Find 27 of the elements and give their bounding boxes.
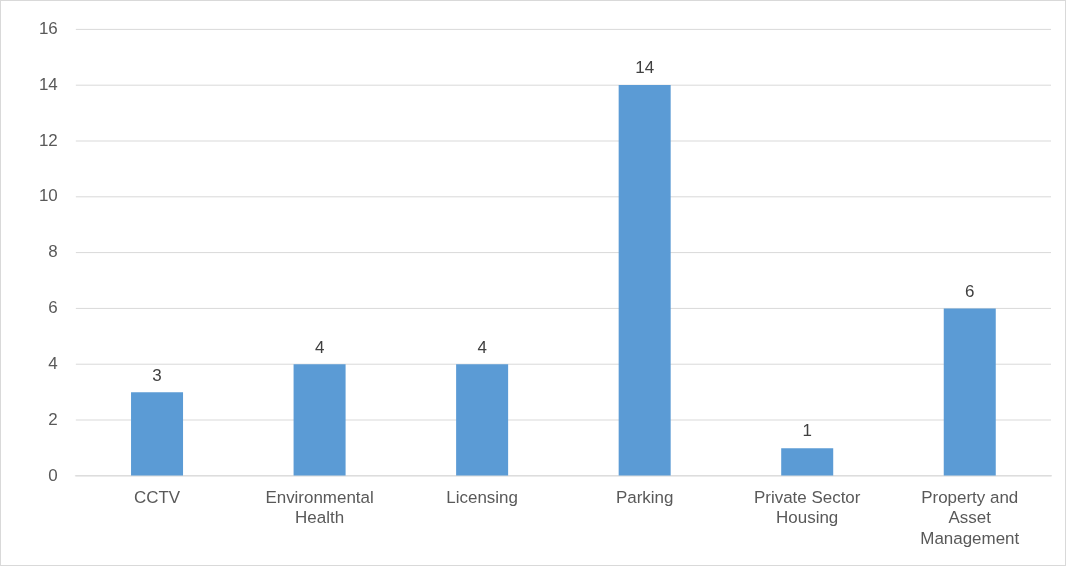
bar [293, 364, 346, 476]
bar [131, 392, 184, 476]
y-tick-label: 4 [48, 354, 58, 374]
y-tick-label: 2 [48, 409, 58, 429]
y-tick-label: 12 [38, 130, 58, 150]
bar [781, 448, 834, 476]
bar [618, 84, 671, 476]
x-tick-label: Parking [615, 487, 674, 507]
data-label: 4 [314, 337, 325, 357]
bar [456, 364, 509, 476]
data-label: 4 [477, 337, 487, 357]
bar [943, 308, 996, 476]
data-label: 14 [635, 58, 655, 78]
x-tick-label: Property and Asset Management [920, 487, 1020, 548]
y-tick-label: 8 [48, 242, 58, 262]
y-tick-label: 0 [48, 465, 58, 485]
y-tick-label: 14 [38, 74, 58, 94]
x-tick-label: Private Sector Housing [753, 487, 861, 528]
data-label: 1 [802, 421, 812, 441]
y-tick-label: 16 [38, 18, 58, 38]
data-label: 6 [965, 281, 975, 301]
x-tick-label: Environmental Health [265, 487, 374, 528]
y-tick-label: 6 [48, 298, 58, 318]
data-label: 3 [152, 365, 162, 385]
x-tick-label: Licensing [446, 487, 518, 507]
y-tick-label: 10 [38, 186, 58, 206]
x-tick-label: CCTV [133, 487, 181, 507]
